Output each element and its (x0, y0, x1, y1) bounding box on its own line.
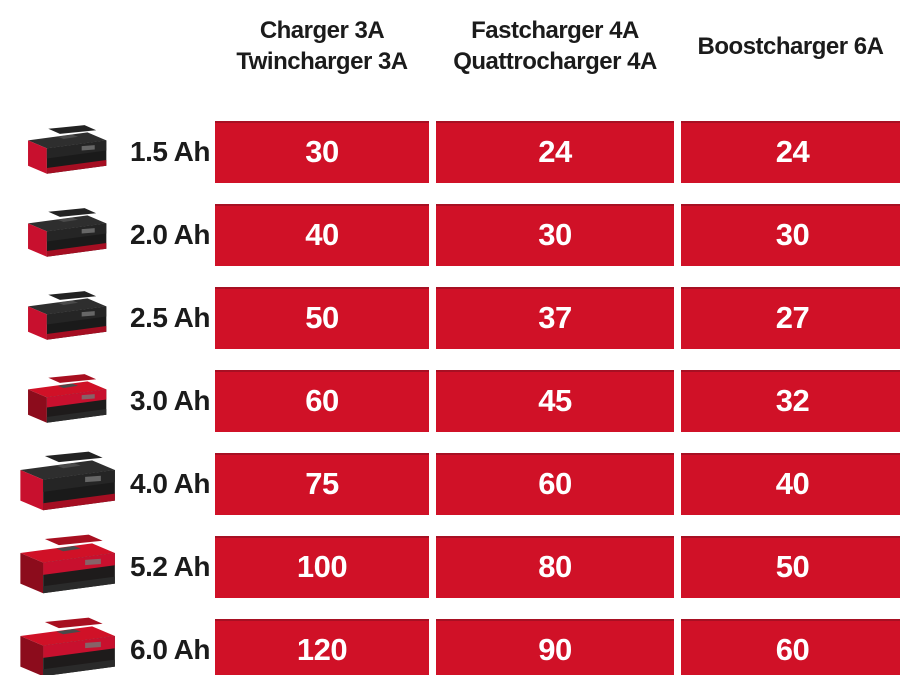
battery-icon (6, 532, 124, 602)
column-header-line: Boostcharger 6A (697, 32, 884, 60)
table-cell: 100 (215, 536, 429, 598)
table-cell: 24 (436, 121, 674, 183)
column-header-line: Quattrocharger 4A (453, 48, 657, 75)
row-label: 2.0 Ah (130, 219, 211, 250)
table-cell: 80 (436, 536, 674, 598)
battery-icon (6, 289, 124, 347)
column-header-line: Fastcharger 4A (471, 17, 639, 44)
table-cell: 45 (436, 370, 674, 432)
table-cell: 60 (681, 619, 900, 675)
table-row-header-2.0ah: 2.0 Ah (0, 204, 211, 266)
column-header-charger-3a: Charger 3A Twincharger 3A (215, 0, 429, 100)
table-cell: 120 (215, 619, 429, 675)
table-cell: 30 (436, 204, 674, 266)
row-label: 1.5 Ah (130, 136, 211, 167)
table-row-header-3.0ah: 3.0 Ah (0, 370, 211, 432)
column-header-line: Charger 3A (259, 17, 385, 44)
column-header-line: Twincharger 3A (236, 48, 408, 75)
table-row-header-4.0ah: 4.0 Ah (0, 451, 211, 515)
table-cell: 90 (436, 619, 674, 675)
table-cell: 60 (436, 453, 674, 515)
table-cell: 37 (436, 287, 674, 349)
table-row-header-2.5ah: 2.5 Ah (0, 287, 211, 349)
table-cell: 50 (681, 536, 900, 598)
table-row-header-5.2ah: 5.2 Ah (0, 534, 211, 598)
table-cell: 40 (215, 204, 429, 266)
row-label: 3.0 Ah (130, 385, 211, 416)
header-spacer (0, 0, 208, 100)
table-cell: 75 (215, 453, 429, 515)
table-row-header-6.0ah: 6.0 Ah (0, 617, 211, 675)
table-cell: 60 (215, 370, 429, 432)
column-header-boostcharger-6a: Boostcharger 6A (681, 0, 900, 100)
table-cell: 27 (681, 287, 900, 349)
table-cell: 30 (681, 204, 900, 266)
battery-icon (6, 615, 124, 675)
table-cell: 32 (681, 370, 900, 432)
row-label: 2.5 Ah (130, 302, 211, 333)
table-cell: 40 (681, 453, 900, 515)
row-label: 6.0 Ah (130, 634, 211, 665)
row-label: 4.0 Ah (130, 468, 211, 499)
table-cell: 30 (215, 121, 429, 183)
table-cell: 50 (215, 287, 429, 349)
battery-icon (6, 206, 124, 264)
battery-icon (6, 449, 124, 519)
battery-icon (6, 372, 124, 430)
row-label: 5.2 Ah (130, 551, 211, 582)
table-row-header-1.5ah: 1.5 Ah (0, 121, 211, 183)
battery-icon (6, 123, 124, 181)
column-header-fastcharger-4a: Fastcharger 4A Quattrocharger 4A (436, 0, 674, 100)
table-cell: 24 (681, 121, 900, 183)
